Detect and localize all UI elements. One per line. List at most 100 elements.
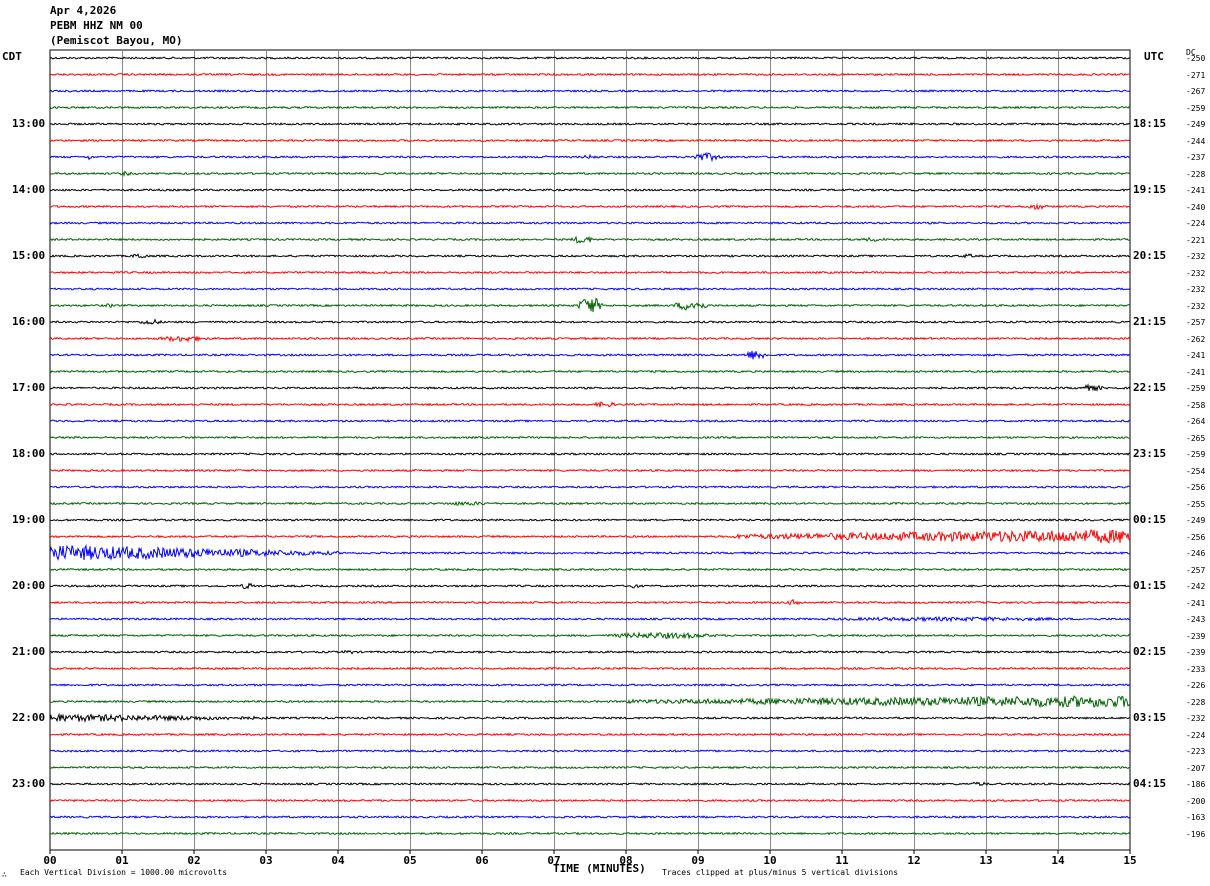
trace-line-16 (49, 318, 1131, 325)
dc-offset-value: -256 (1186, 483, 1206, 492)
trace-line-45 (49, 798, 1131, 803)
dc-offset-value: -196 (1186, 829, 1206, 839)
trace-line-29 (49, 529, 1131, 544)
dc-offset-value: -257 (1186, 318, 1206, 327)
right-hour-label: 02:15 (1133, 645, 1167, 658)
dc-offset-value: -228 (1186, 169, 1206, 179)
dc-offset-value: -224 (1186, 219, 1206, 228)
left-hour-label: 16:00 (12, 315, 46, 328)
left-hour-label: 17:00 (12, 381, 46, 394)
trace-line-3 (49, 105, 1131, 110)
trace-line-9 (49, 202, 1131, 211)
x-tick-label: 09 (691, 854, 704, 867)
left-hour-label: 18:00 (12, 447, 46, 460)
x-tick-label: 08 (619, 854, 632, 867)
dc-offset-value: -241 (1186, 598, 1206, 608)
dc-offset-value: -232 (1186, 301, 1206, 311)
helicorder-date: Apr 4,2026 (50, 4, 117, 17)
trace-line-26 (49, 485, 1131, 489)
plot-frame (49, 49, 1131, 851)
x-tick-label: 06 (475, 854, 489, 867)
trace-line-7 (49, 170, 1131, 177)
trace-line-33 (49, 598, 1131, 606)
trace-line-23 (49, 435, 1131, 440)
dc-offset-value: -271 (1186, 70, 1206, 80)
dc-offset-value: -207 (1186, 763, 1206, 773)
dc-offset-value: -232 (1186, 714, 1206, 723)
right-hour-label: 20:15 (1133, 249, 1167, 262)
dc-offset-value: -241 (1186, 186, 1206, 195)
right-timezone-label: UTC (1144, 50, 1164, 63)
dc-offset-value: -249 (1186, 516, 1206, 525)
left-hour-label: 21:00 (12, 645, 46, 658)
right-hour-label: 00:15 (1133, 513, 1167, 526)
right-hour-label: 04:15 (1133, 777, 1167, 790)
trace-line-40 (49, 712, 1131, 724)
trace-line-24 (49, 452, 1131, 456)
station-location: (Pemiscot Bayou, MO) (50, 34, 183, 47)
trace-line-10 (49, 221, 1131, 225)
trace-line-19 (49, 369, 1131, 374)
trace-line-12 (50, 253, 1131, 259)
dc-offset-value: -232 (1186, 268, 1206, 278)
dc-offset-value: -259 (1186, 450, 1206, 459)
dc-offset-value: -259 (1186, 384, 1206, 393)
x-tick-label: 11 (835, 854, 849, 867)
trace-line-18 (49, 350, 1131, 360)
x-tick-label: 10 (763, 854, 776, 867)
dc-offset-value: -256 (1186, 532, 1206, 542)
trace-line-15 (49, 297, 1131, 313)
trace-line-38 (49, 683, 1131, 687)
x-tick-label: 00 (43, 854, 56, 867)
dc-offset-value: -223 (1186, 747, 1206, 756)
dc-offset-value: -267 (1186, 87, 1206, 96)
trace-line-34 (49, 615, 1131, 623)
trace-line-46 (49, 815, 1131, 819)
dc-offset-value: -228 (1186, 697, 1206, 707)
trace-line-22 (49, 419, 1131, 423)
x-tick-label: 13 (979, 854, 992, 867)
dc-offset-value: -237 (1186, 153, 1206, 162)
clip-note: Traces clipped at plus/minus 5 vertical … (662, 868, 899, 877)
trace-line-4 (49, 122, 1131, 126)
x-tick-label: 01 (115, 854, 129, 867)
left-hour-label: 20:00 (12, 579, 46, 592)
dc-offset-value: -255 (1186, 499, 1206, 509)
dc-offset-value: -264 (1186, 417, 1206, 426)
right-hour-label: 22:15 (1133, 381, 1167, 394)
dc-offset-value: -254 (1186, 466, 1206, 476)
trace-line-44 (49, 781, 1131, 787)
left-hour-label: 15:00 (12, 249, 46, 262)
dc-offset-value: -224 (1186, 730, 1206, 740)
station-code: PEBM HHZ NM 00 (50, 19, 143, 32)
scale-note: Each Vertical Division = 1000.00 microvo… (20, 868, 228, 877)
trace-line-39 (49, 695, 1131, 709)
left-hour-label: 22:00 (12, 711, 46, 724)
dc-offset-value: -243 (1186, 615, 1206, 624)
trace-line-47 (49, 831, 1131, 836)
trace-line-0 (49, 56, 1131, 60)
trace-line-11 (49, 235, 1131, 244)
trace-line-43 (49, 765, 1131, 770)
dc-offset-value: -259 (1186, 103, 1206, 113)
dc-offset-value: -262 (1186, 334, 1206, 344)
x-tick-label: 03 (259, 854, 272, 867)
dc-offset-value: -232 (1186, 252, 1206, 261)
right-hour-label: 23:15 (1133, 447, 1167, 460)
trace-line-31 (49, 567, 1130, 572)
trace-line-36 (49, 649, 1131, 655)
trace-line-32 (49, 582, 1131, 590)
dc-offset-value: -241 (1186, 351, 1206, 360)
trace-line-2 (49, 89, 1131, 93)
dc-offset-value: -257 (1186, 565, 1206, 575)
dc-offset-value: -265 (1186, 433, 1206, 443)
x-tick-label: 02 (187, 854, 200, 867)
trace-line-14 (49, 287, 1131, 291)
trace-line-35 (49, 631, 1131, 640)
right-hour-label: 03:15 (1133, 711, 1167, 724)
dc-offset-header: DC (1186, 48, 1196, 57)
left-hour-label: 14:00 (12, 183, 46, 196)
x-tick-label: 04 (331, 854, 345, 867)
trace-line-6 (49, 151, 1131, 163)
trace-line-42 (49, 749, 1130, 753)
